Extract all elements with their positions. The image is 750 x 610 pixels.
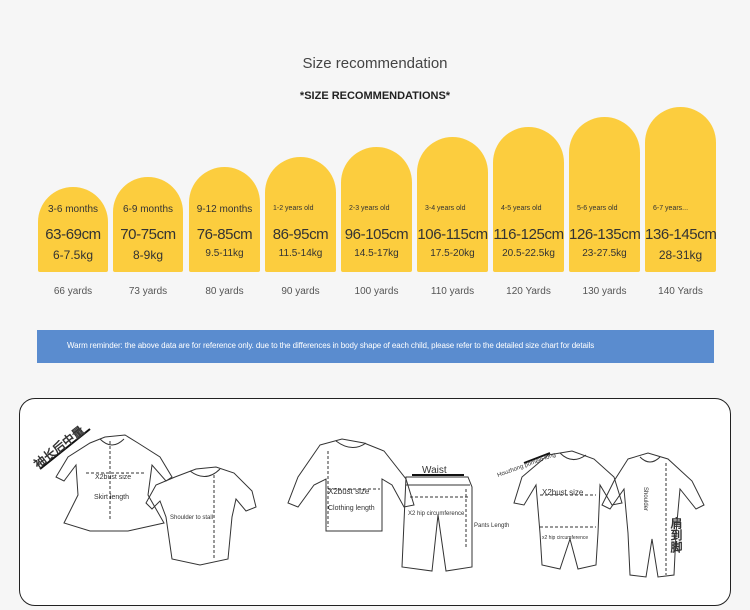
- shoulder-to-stall-label: Shoulder to stall: [170, 515, 213, 521]
- size-yards: 66 yards: [53, 286, 93, 297]
- size-yards: 120 Yards: [506, 286, 551, 297]
- size-height: 116-125cm: [493, 226, 564, 243]
- page-subtitle: *SIZE RECOMMENDATIONS*: [299, 90, 451, 102]
- size-yards: 140 Yards: [658, 286, 703, 297]
- size-weight: 14.5-17kg: [354, 248, 399, 259]
- size-age: 6-7 years...: [653, 205, 689, 212]
- size-age: 4-5 years old: [501, 205, 542, 212]
- size-weight: 9.5-11kg: [205, 248, 244, 259]
- size-height: 76-85cm: [196, 226, 253, 243]
- pants-length-label: Pants Length: [474, 523, 509, 529]
- size-yards: 130 yards: [582, 286, 627, 297]
- size-height: 136-145cm: [645, 226, 717, 243]
- size-age: 1-2 years old: [273, 205, 314, 212]
- size-yards: 80 yards: [205, 286, 244, 297]
- warm-reminder-banner: Warm reminder: the above data are for re…: [37, 330, 714, 363]
- size-height: 126-135cm: [569, 226, 641, 243]
- hip-circumference-small-label: x2 hip circumference: [542, 535, 588, 541]
- size-pill: 5-6 years old 126-135cm 23-27.5kg: [569, 117, 641, 272]
- bust-label-1: X2bust size: [95, 474, 131, 481]
- measurement-diagrams: 袖长后中量 X2bust size Skirt length Shoulder …: [31, 423, 705, 578]
- waist-label: Waist: [422, 465, 447, 476]
- clothing-length-label: Clothing length: [328, 505, 375, 512]
- size-pill: 3-4 years old 106-115cm 17.5-20kg: [417, 137, 488, 272]
- size-pill: 2-3 years old 96-105cm 14.5-17kg: [341, 147, 412, 272]
- size-height: 106-115cm: [417, 226, 488, 243]
- bust-label-3: X2bust size: [542, 488, 584, 497]
- size-age: 2-3 years old: [349, 205, 390, 212]
- size-weight: 20.5-22.5kg: [502, 248, 555, 259]
- size-yards: 73 yards: [128, 286, 168, 297]
- size-height: 63-69cm: [45, 226, 101, 243]
- size-age: 3-4 years old: [425, 205, 466, 212]
- measurement-diagram-panel: 袖长后中量 X2bust size Skirt length Shoulder …: [19, 398, 731, 606]
- size-pill: 6-9 months 70-75cm 8-9kg: [113, 177, 183, 272]
- size-weight: 23-27.5kg: [582, 248, 627, 259]
- size-height: 86-95cm: [272, 226, 329, 243]
- sleeve-length-cn-label: 袖长后中量: [31, 423, 88, 472]
- size-weight: 6-7.5kg: [52, 248, 94, 262]
- size-pill: 4-5 years old 116-125cm 20.5-22.5kg: [493, 127, 564, 272]
- size-weight: 11.5-14kg: [278, 248, 323, 259]
- size-weight: 17.5-20kg: [430, 248, 475, 259]
- size-height: 70-75cm: [120, 226, 176, 243]
- skirt-length-label: Skirt length: [94, 494, 129, 501]
- size-weight: 8-9kg: [132, 248, 164, 262]
- size-pill: 6-7 years... 136-145cm 28-31kg: [645, 107, 717, 272]
- size-weight: 28-31kg: [658, 248, 703, 262]
- size-pill: 1-2 years old 86-95cm 11.5-14kg: [265, 157, 336, 272]
- size-pill: 3-6 months 63-69cm 6-7.5kg: [38, 187, 108, 272]
- page-title: Size recommendation: [302, 55, 448, 72]
- hip-circumference-label: X2 hip circumference: [408, 511, 465, 517]
- shoulder-to-foot-cn-label: 肩到脚: [669, 516, 683, 554]
- size-age: 9-12 months: [196, 204, 253, 215]
- size-yards: 90 yards: [281, 286, 320, 297]
- bust-label-2: X2bust size: [328, 487, 370, 496]
- size-pill: 9-12 months 76-85cm 9.5-11kg: [189, 167, 260, 272]
- size-age: 5-6 years old: [577, 205, 618, 212]
- houzhong-label: Houzhong pomelo long: [497, 452, 557, 479]
- size-age: 3-6 months: [47, 204, 99, 215]
- warm-reminder-text: Warm reminder: the above data are for re…: [67, 341, 595, 350]
- size-height: 96-105cm: [344, 226, 409, 243]
- size-age: 6-9 months: [122, 204, 174, 215]
- shoulder-label: Shoulder: [642, 487, 648, 511]
- size-yards: 100 yards: [354, 286, 399, 297]
- size-yards: 110 yards: [430, 286, 475, 297]
